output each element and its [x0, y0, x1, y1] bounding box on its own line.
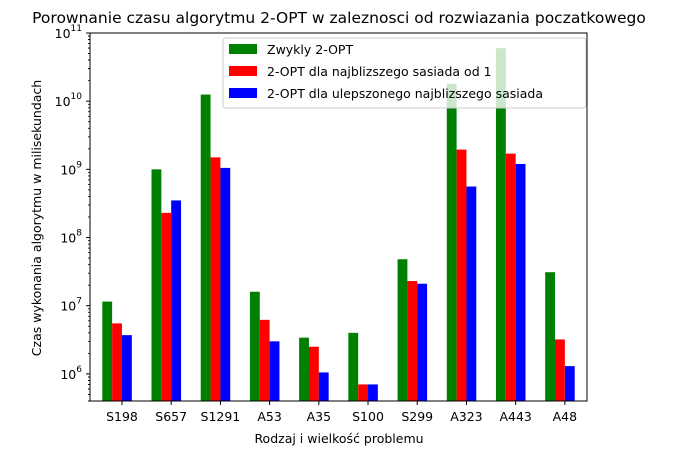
bar-a443-series-1: [495, 48, 506, 402]
legend-label-3: 2-OPT dla ulepszonego najblizszego sasia…: [267, 86, 543, 101]
bar-a443-series-2: [505, 153, 516, 401]
bar-s657-series-1: [151, 169, 162, 401]
y-tick-label: 106: [60, 365, 82, 382]
bar-a53-series-3: [269, 341, 280, 401]
y-tick-label: 109: [60, 160, 82, 177]
bar-s100-series-3: [368, 384, 378, 401]
bar-s299-series-2: [407, 281, 418, 401]
bar-a48-series-1: [545, 272, 556, 401]
x-axis-label: Rodzaj i wielkość problemu: [254, 431, 423, 446]
bar-a48-series-2: [555, 339, 565, 401]
legend: Zwykly 2-OPT 2-OPT dla najblizszego sasia…: [222, 37, 587, 109]
bar-s657-series-2: [161, 212, 172, 401]
bar-a35-series-1: [299, 337, 309, 401]
bar-a53-series-2: [259, 319, 270, 401]
bar-s1291-series-3: [220, 167, 231, 401]
x-tick-label: S100: [352, 409, 384, 424]
y-tick-label: 108: [60, 229, 82, 246]
bar-s1291-series-1: [200, 94, 211, 401]
bar-s198-series-3: [121, 335, 132, 401]
bar-s299-series-3: [417, 283, 428, 401]
x-ticks: S198 S657 S1291 A53 A35 S100 S299 A323 A443 A48: [106, 401, 577, 424]
bar-a35-series-2: [308, 346, 319, 401]
legend-label-1: Zwykly 2-OPT: [267, 42, 353, 57]
y-ticks: 106 107 108 109 1010 1011: [55, 24, 90, 402]
x-tick-label: A323: [450, 409, 482, 424]
bar-s198-series-2: [112, 323, 122, 401]
legend-label-2: 2-OPT dla najblizszego sasiada od 1: [267, 64, 492, 79]
legend-swatch-2: [229, 66, 257, 76]
x-tick-label: A35: [307, 409, 331, 424]
chart-title: Porownanie czasu algorytmu 2-OPT w zalez…: [32, 9, 646, 27]
bar-a323-series-2: [456, 149, 467, 401]
x-tick-label: A53: [257, 409, 281, 424]
y-tick-label: 107: [60, 297, 82, 314]
plot-frame: [89, 32, 588, 402]
bar-s198-series-1: [102, 301, 113, 401]
x-tick-label: S657: [155, 409, 187, 424]
x-tick-label: A443: [499, 409, 531, 424]
bar-a323-series-3: [466, 186, 477, 401]
y-axis-label: Czas wykonania algorytmu w milisekundach: [29, 80, 44, 356]
bar-s100-series-2: [358, 384, 369, 401]
x-tick-label: S299: [401, 409, 433, 424]
bar-a443-series-3: [515, 163, 526, 401]
x-tick-label: A48: [553, 409, 578, 424]
bar-a48-series-3: [564, 366, 575, 401]
y-tick-label: 1011: [55, 24, 82, 41]
x-tick-label: S1291: [201, 409, 241, 424]
legend-swatch-3: [229, 88, 257, 98]
bar-a35-series-3: [318, 372, 329, 401]
bar-a53-series-1: [249, 291, 260, 401]
y-tick-label: 1010: [55, 92, 83, 109]
legend-box: [222, 37, 587, 109]
bars: [102, 48, 575, 402]
bar-s1291-series-2: [210, 157, 221, 401]
bar-a323-series-1: [446, 83, 457, 402]
bar-s299-series-1: [397, 259, 408, 401]
x-tick-label: S198: [106, 409, 138, 424]
bar-s100-series-1: [348, 332, 359, 401]
legend-swatch-1: [229, 44, 257, 54]
bar-s657-series-3: [171, 200, 182, 401]
